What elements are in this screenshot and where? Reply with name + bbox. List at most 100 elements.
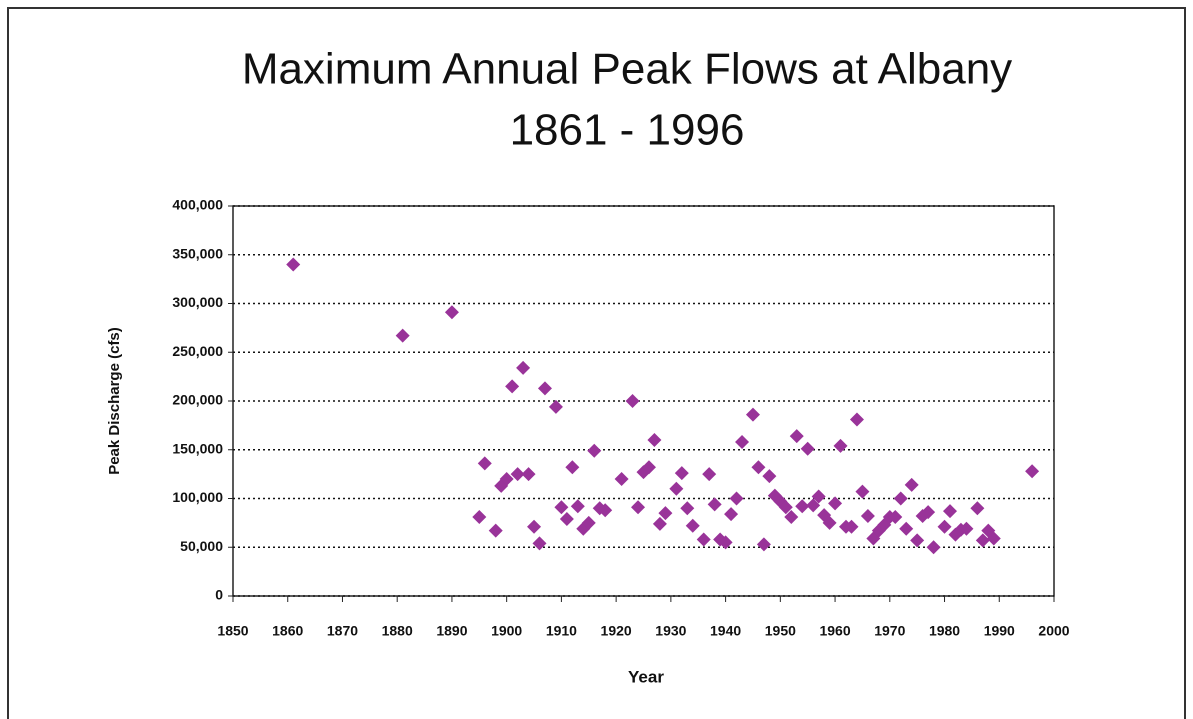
x-tick-label: 1950 (765, 623, 796, 639)
x-tick-label: 1850 (217, 623, 248, 639)
y-tick-label: 200,000 (172, 392, 223, 408)
point (702, 467, 717, 482)
chart-title: Maximum Annual Peak Flows at Albany (242, 45, 1012, 94)
point (652, 516, 667, 531)
point (548, 399, 563, 414)
point (614, 472, 629, 486)
y-axis-label: Peak Discharge (cfs) (106, 327, 123, 475)
x-tick-label: 1920 (601, 623, 632, 639)
point (959, 521, 974, 536)
point (735, 434, 750, 449)
point (718, 535, 733, 550)
point (975, 533, 990, 548)
point (893, 491, 908, 506)
point (527, 519, 542, 534)
x-tick-label: 1870 (327, 623, 358, 639)
point (669, 481, 684, 496)
x-tick-label: 1990 (984, 623, 1015, 639)
x-tick-label: 1940 (710, 623, 741, 639)
y-tick-label: 350,000 (172, 245, 223, 261)
point (510, 467, 525, 482)
point (674, 466, 689, 481)
point (724, 507, 739, 522)
point (844, 519, 859, 534)
x-tick-label: 1910 (546, 623, 577, 639)
y-tick-label: 250,000 (172, 343, 223, 359)
point (921, 505, 936, 520)
point (598, 503, 613, 518)
point (537, 381, 552, 396)
point (789, 429, 804, 444)
point (587, 443, 602, 458)
point (472, 510, 487, 525)
x-tick-label: 1900 (491, 623, 522, 639)
point (751, 460, 766, 475)
point (855, 484, 870, 499)
x-tick-label: 1930 (655, 623, 686, 639)
point (631, 500, 646, 515)
point (488, 523, 503, 538)
point (286, 257, 301, 272)
point (926, 540, 941, 555)
point (729, 491, 744, 506)
point (800, 441, 815, 456)
point (849, 412, 864, 427)
y-tick-label: 300,000 (172, 294, 223, 310)
y-tick-label: 0 (215, 587, 223, 603)
point (444, 305, 459, 320)
x-tick-label: 1970 (874, 623, 905, 639)
x-tick-label: 2000 (1038, 623, 1069, 639)
x-tick-label: 1860 (272, 623, 303, 639)
point (860, 509, 875, 524)
point (833, 438, 848, 453)
point (811, 489, 826, 504)
point (477, 456, 492, 471)
point (647, 433, 662, 447)
point (937, 519, 952, 534)
point (532, 536, 547, 551)
x-tick-label: 1980 (929, 623, 960, 639)
x-tick-label: 1880 (382, 623, 413, 639)
y-tick-label: 400,000 (172, 197, 223, 213)
point (745, 407, 760, 422)
point (806, 498, 821, 513)
y-tick-label: 150,000 (172, 440, 223, 456)
y-tick-label: 100,000 (172, 489, 223, 505)
point (395, 328, 410, 343)
x-tick-label: 1890 (436, 623, 467, 639)
point (899, 521, 914, 536)
point (680, 501, 695, 516)
point (795, 499, 810, 514)
point (565, 460, 580, 475)
point (499, 472, 514, 486)
point (986, 531, 1001, 546)
point (910, 533, 925, 548)
point (516, 360, 531, 375)
point (828, 496, 843, 511)
x-axis-label: Year (628, 667, 664, 686)
point (762, 469, 777, 484)
point (559, 511, 574, 526)
point (505, 379, 520, 394)
point (888, 510, 903, 525)
x-tick-label: 1960 (819, 623, 850, 639)
chart-subtitle: 1861 - 1996 (510, 106, 745, 155)
point (658, 506, 673, 521)
point (570, 499, 585, 514)
point (685, 518, 700, 533)
point (581, 515, 596, 530)
point (970, 501, 985, 516)
point (696, 532, 711, 547)
frame (7, 7, 1186, 719)
y-tick-label: 50,000 (180, 538, 223, 554)
point (904, 477, 919, 492)
point (521, 467, 536, 482)
point (756, 537, 771, 552)
point (625, 394, 640, 408)
point (641, 460, 656, 475)
point (778, 500, 793, 515)
point (554, 500, 569, 515)
point (943, 504, 958, 519)
point (1025, 464, 1040, 479)
